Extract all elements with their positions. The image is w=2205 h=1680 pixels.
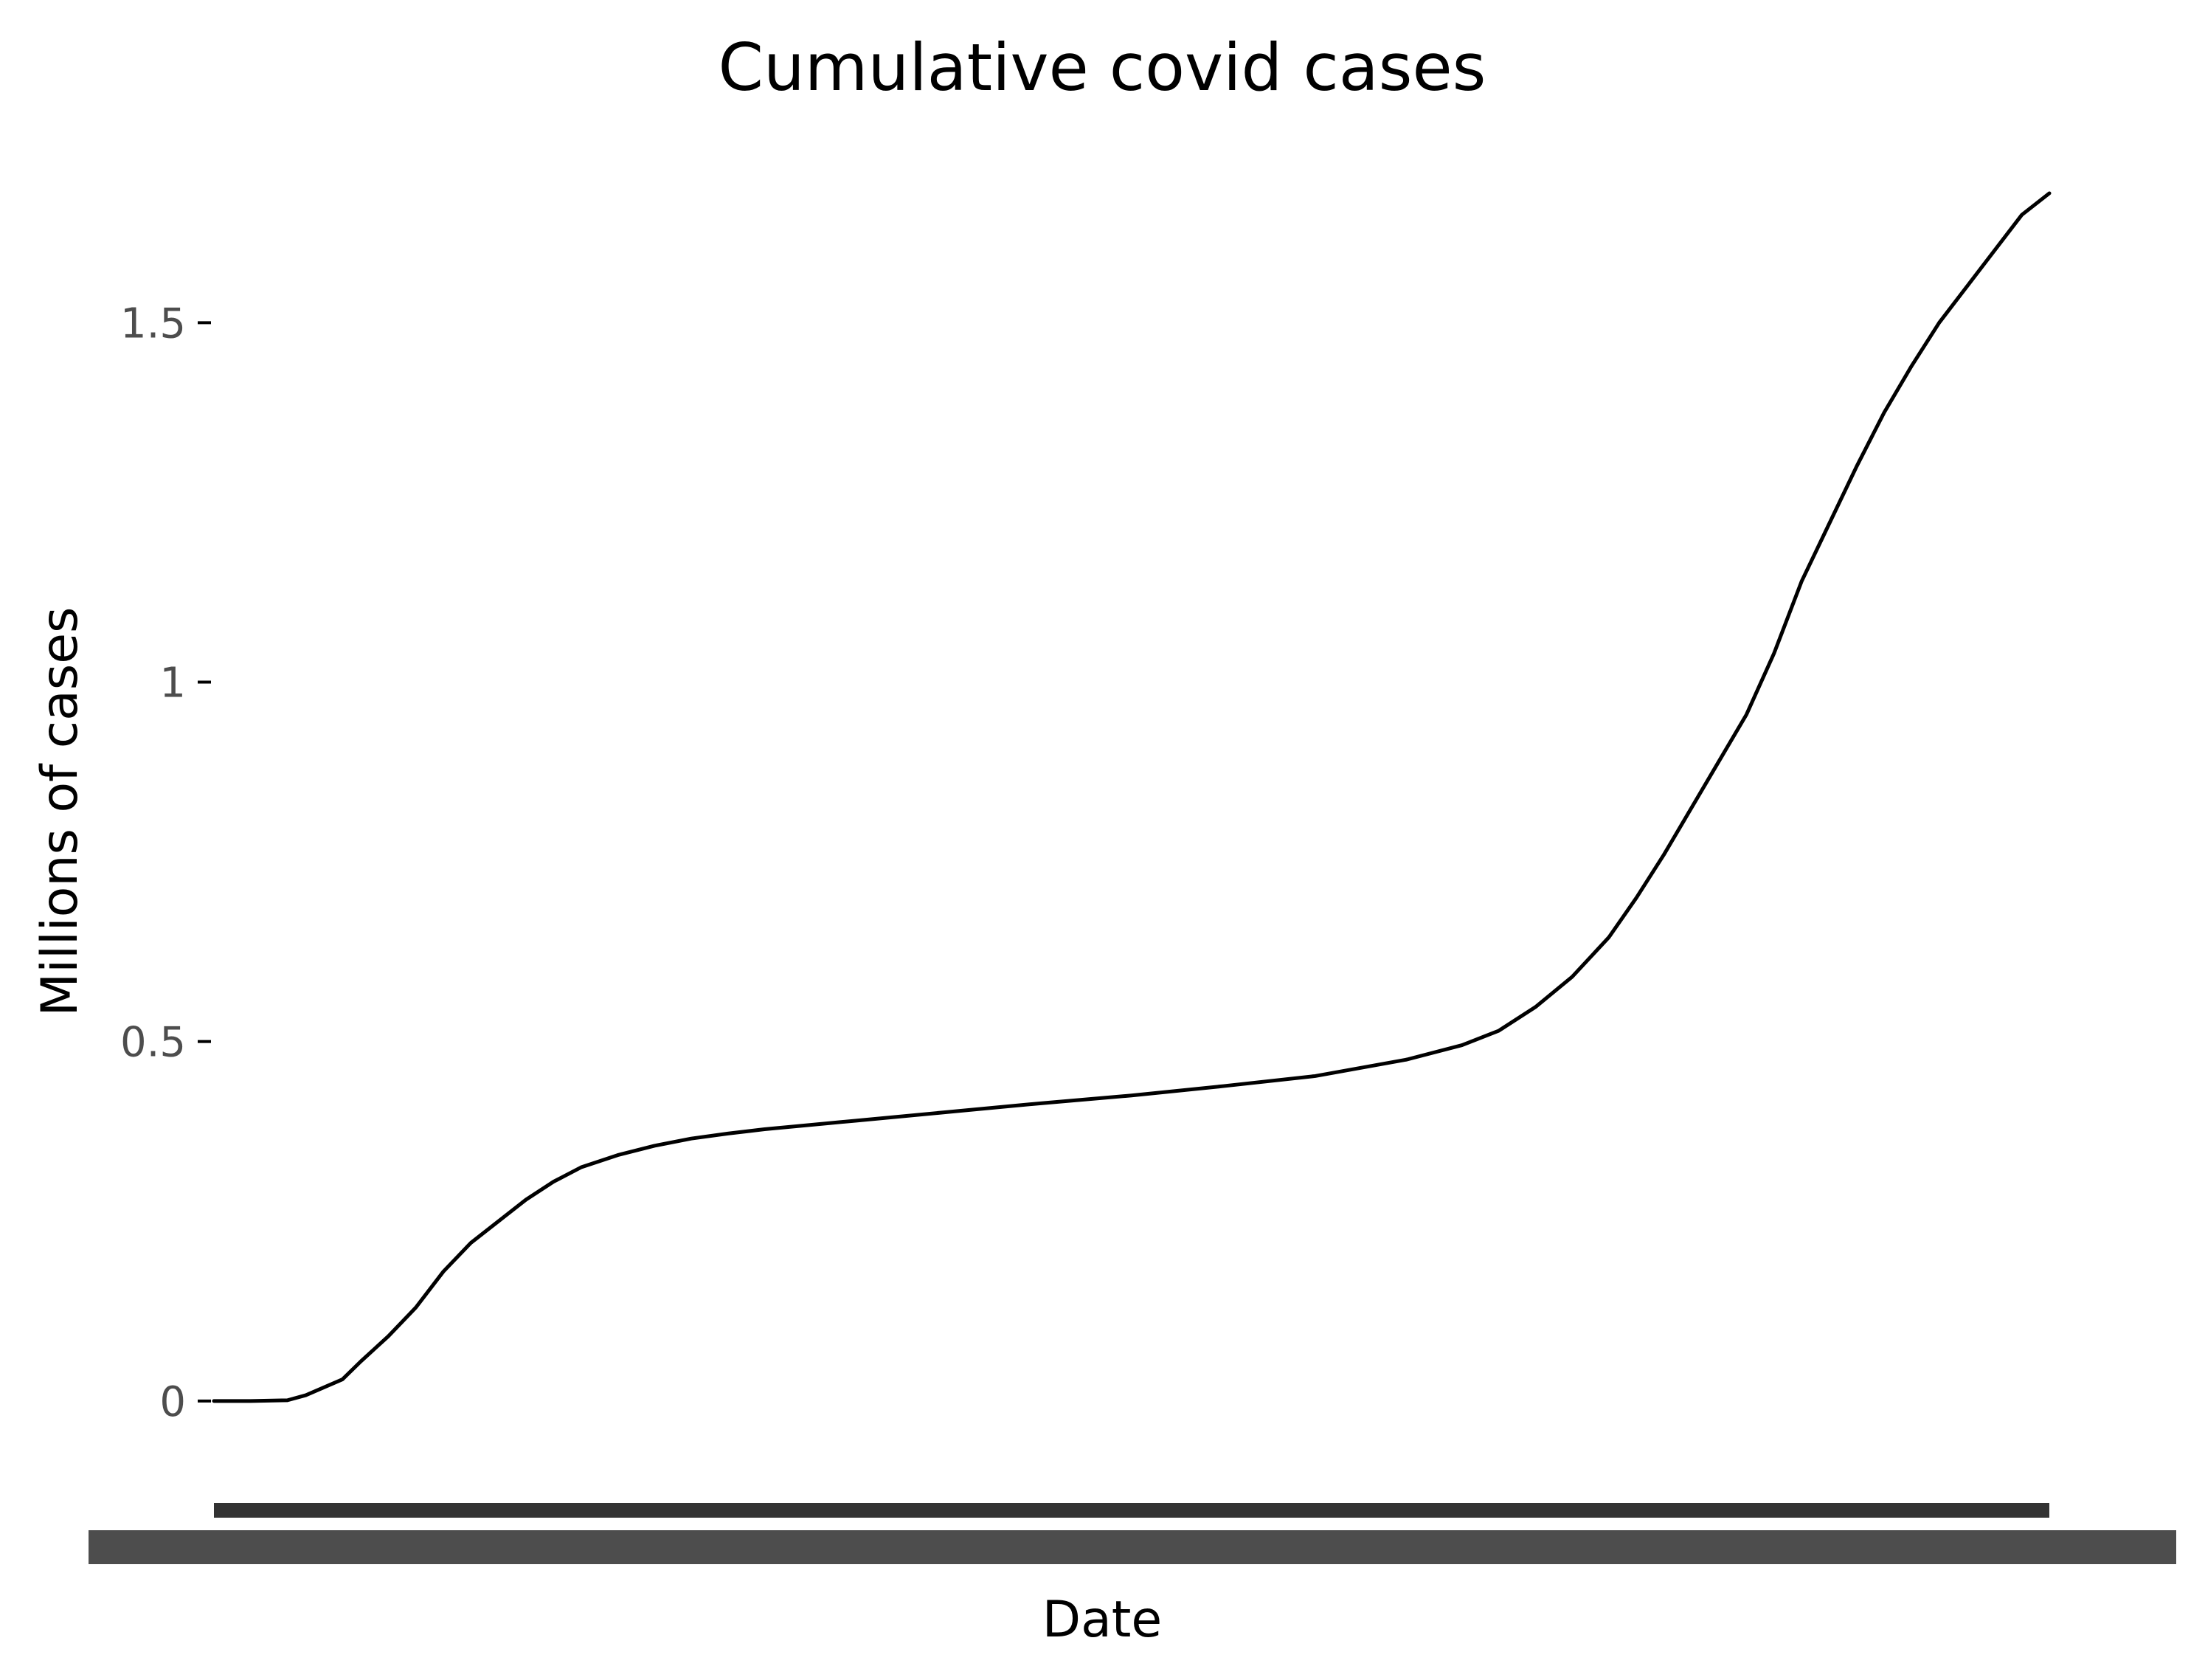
- y-tick-label: 0: [159, 1378, 186, 1426]
- y-tick-label: 1.5: [120, 300, 186, 348]
- y-axis-title: Millions of cases: [31, 607, 89, 1017]
- y-tick-label: 1: [159, 659, 186, 707]
- series-line: [212, 191, 2052, 1403]
- y-axis: 0 0.5 1 1.5: [120, 300, 211, 1426]
- chart-title: Cumulative covid cases: [719, 30, 1486, 106]
- y-tick-label: 0.5: [120, 1019, 186, 1067]
- x-tick-marks: [214, 1503, 2049, 1518]
- x-axis: [89, 1503, 2176, 1564]
- series-group: [212, 191, 2052, 1403]
- x-tick-labels: [89, 1530, 2176, 1564]
- x-axis-title: Date: [1042, 1591, 1163, 1649]
